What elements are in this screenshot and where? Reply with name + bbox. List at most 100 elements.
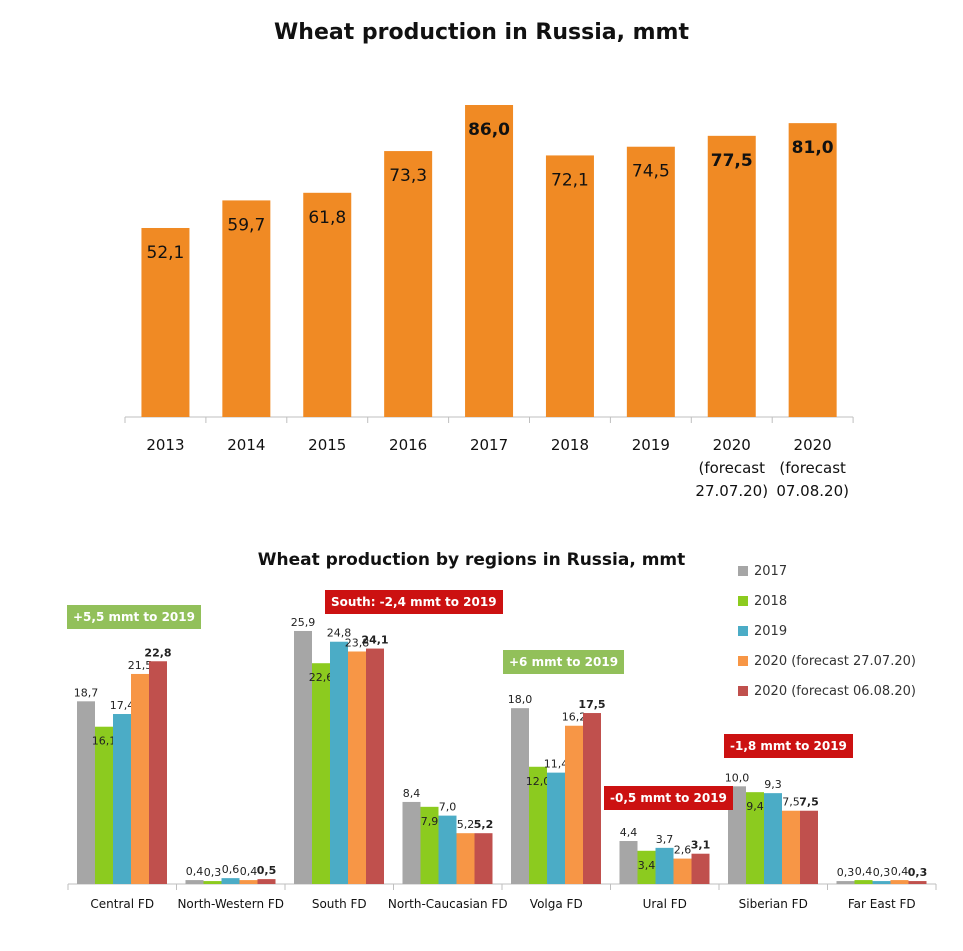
bar-Central FD-2018 <box>95 726 113 884</box>
bar-North-Western FD-2019 <box>221 878 240 884</box>
callout-label: -1,8 mmt to 2019 <box>724 734 853 758</box>
legend-item: 2020 (forecast 27.07.20) <box>738 646 916 676</box>
bar-North-Caucasian FD-2020 (forecast 27.07.20) <box>456 833 475 884</box>
data-label: 24,8 <box>327 627 352 640</box>
x-tick-label: 2019 <box>632 436 670 454</box>
callout-label: +5,5 mmt to 2019 <box>67 605 201 629</box>
x-tick-label: Ural FD <box>643 897 687 911</box>
bar-2017 <box>465 105 514 417</box>
bar-Volga FD-2020 (forecast 06.08.20) <box>583 713 601 884</box>
x-tick-label: South FD <box>312 897 367 911</box>
legend-item: 2018 <box>738 586 916 616</box>
x-tick-label: Siberian FD <box>739 897 808 911</box>
x-tick-label: Volga FD <box>530 897 583 911</box>
x-tick-label: 2017 <box>470 436 508 454</box>
data-label: 16,1 <box>92 735 117 748</box>
bar-Far East FD-2019 <box>872 881 891 884</box>
x-tick-label: 2020 (forecast 07.08.20) <box>776 436 849 500</box>
bar-Far East FD-2017 <box>836 881 855 884</box>
bar-2018 <box>545 155 594 417</box>
data-label: 24,1 <box>361 634 388 647</box>
data-label: 61,8 <box>308 208 346 228</box>
data-label: 0,3 <box>204 866 222 879</box>
legend-item: 2019 <box>738 616 916 646</box>
callout-label: South: -2,4 mmt to 2019 <box>325 590 503 614</box>
bar-South FD-2020 (forecast 06.08.20) <box>366 648 384 884</box>
bar-Far East FD-2020 (forecast 27.07.20) <box>890 880 909 884</box>
legend-label: 2020 (forecast 27.07.20) <box>754 653 916 669</box>
x-tick-label: 2018 <box>551 436 589 454</box>
bar-2019 <box>626 146 675 417</box>
legend-label: 2020 (forecast 06.08.20) <box>754 683 916 699</box>
bar-Volga FD-2020 (forecast 27.07.20) <box>565 725 583 884</box>
data-label: 7,5 <box>799 796 819 809</box>
bar-Central FD-2019 <box>113 714 131 884</box>
data-label: 22,8 <box>144 646 171 659</box>
data-label: 25,9 <box>291 616 316 629</box>
data-label: 21,5 <box>128 659 153 672</box>
bar-North-Caucasian FD-2018 <box>420 806 439 884</box>
data-label: 0,4 <box>240 865 258 878</box>
bar-Far East FD-2018 <box>854 880 873 884</box>
bar-Central FD-2020 (forecast 27.07.20) <box>131 673 149 884</box>
data-label: 22,6 <box>309 671 334 684</box>
data-label: 3,7 <box>656 833 674 846</box>
chart-legend: 2017 2018 2019 2020 (forecast 27.07.20) 2020… <box>738 556 916 706</box>
bar-North-Caucasian FD-2017 <box>402 801 421 884</box>
bar-Ural FD-2018 <box>637 850 656 884</box>
data-label: 0,4 <box>186 865 204 878</box>
bar-Volga FD-2018 <box>529 766 547 884</box>
legend-swatch <box>738 686 748 696</box>
data-label: 16,2 <box>562 711 587 724</box>
data-label: 74,5 <box>632 162 670 182</box>
data-label: 3,4 <box>638 859 656 872</box>
legend-label: 2017 <box>754 563 788 579</box>
data-label: 10,0 <box>725 771 750 784</box>
bar-Ural FD-2019 <box>655 847 674 884</box>
data-label: 0,3 <box>873 866 891 879</box>
bar-2020 (forecast 27.07.20) <box>707 135 756 417</box>
data-label: 5,2 <box>474 818 494 831</box>
bar-2015 <box>303 192 352 417</box>
x-tick-label: North-Caucasian FD <box>388 897 508 911</box>
legend-label: 2019 <box>754 623 788 639</box>
legend-label: 2018 <box>754 593 788 609</box>
data-label: 11,4 <box>544 758 569 771</box>
data-label: 7,0 <box>439 801 457 814</box>
bar-Volga FD-2017 <box>511 708 529 884</box>
data-label: 73,3 <box>389 166 427 186</box>
data-label: 0,3 <box>908 866 928 879</box>
data-label: 23,8 <box>345 636 370 649</box>
bar-Ural FD-2020 (forecast 06.08.20) <box>691 853 710 884</box>
data-label: 81,0 <box>792 138 834 158</box>
x-tick-label: 2020 (forecast 27.07.20) <box>695 436 768 500</box>
x-tick-label: 2015 <box>308 436 346 454</box>
data-label: 7,9 <box>421 815 439 828</box>
data-label: 5,2 <box>457 818 475 831</box>
legend-item: 2017 <box>738 556 916 586</box>
legend-swatch <box>738 626 748 636</box>
bar-2020 (forecast 07.08.20) <box>788 123 837 418</box>
data-label: 2,6 <box>674 844 692 857</box>
data-label: 4,4 <box>620 826 638 839</box>
legend-swatch <box>738 596 748 606</box>
bar-South FD-2020 (forecast 27.07.20) <box>348 651 366 884</box>
bar-North-Western FD-2017 <box>185 880 204 884</box>
bar-Siberian FD-2018 <box>746 792 764 884</box>
bar-Siberian FD-2019 <box>764 793 782 884</box>
legend-item: 2020 (forecast 06.08.20) <box>738 676 916 706</box>
bar-Siberian FD-2020 (forecast 27.07.20) <box>782 810 800 884</box>
data-label: 17,4 <box>110 699 135 712</box>
bar-North-Caucasian FD-2020 (forecast 06.08.20) <box>474 833 493 884</box>
bar-Volga FD-2019 <box>547 772 565 884</box>
bar-Far East FD-2020 (forecast 06.08.20) <box>908 881 927 884</box>
x-tick-label: 2014 <box>227 436 265 454</box>
data-label: 9,3 <box>764 778 782 791</box>
x-tick-label: 2016 <box>389 436 427 454</box>
data-label: 0,5 <box>257 864 277 877</box>
data-label: 86,0 <box>468 120 510 140</box>
bar-Ural FD-2017 <box>619 841 638 884</box>
data-label: 18,7 <box>74 686 99 699</box>
data-label: 17,5 <box>578 698 605 711</box>
